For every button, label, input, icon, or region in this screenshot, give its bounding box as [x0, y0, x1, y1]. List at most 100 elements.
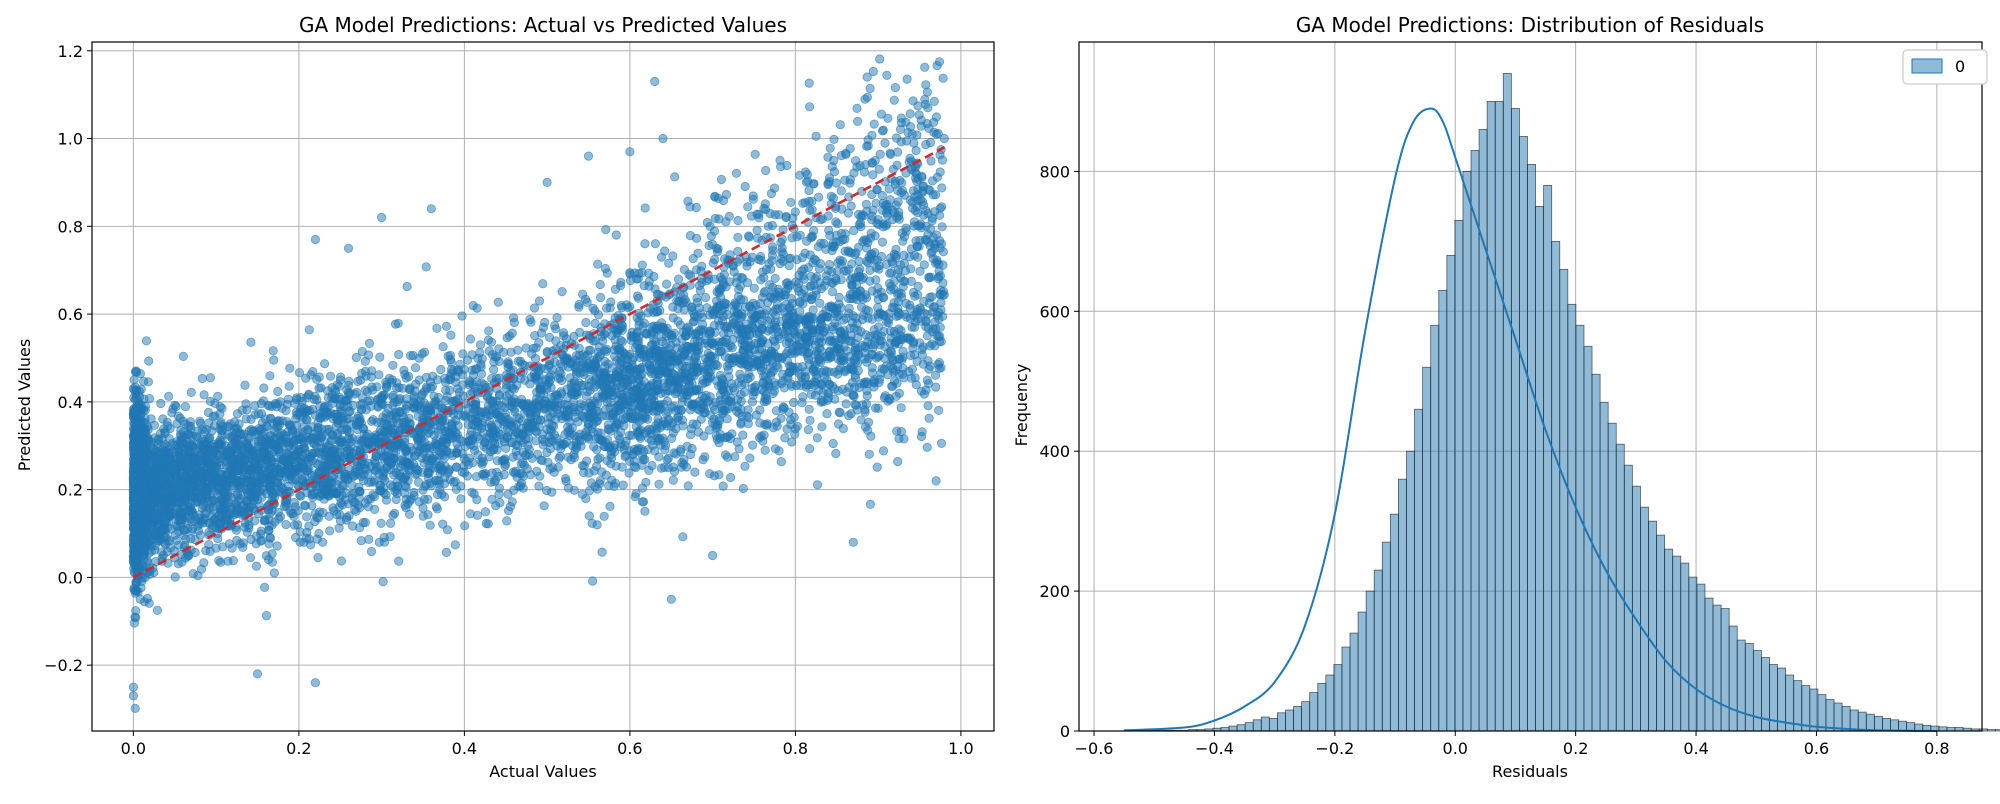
scatter-point: [923, 443, 931, 451]
scatter-point: [259, 428, 267, 436]
scatter-point: [377, 519, 385, 527]
scatter-point: [131, 704, 139, 712]
scatter-point: [349, 401, 357, 409]
scatter-point: [266, 402, 274, 410]
scatter-point: [612, 231, 620, 239]
scatter-point: [290, 498, 298, 506]
scatter-point: [181, 403, 189, 411]
scatter-point: [925, 365, 933, 373]
scatter-point: [296, 528, 304, 536]
scatter-point: [179, 352, 187, 360]
scatter-point: [336, 517, 344, 525]
scatter-point: [163, 442, 171, 450]
scatter-point: [153, 606, 161, 614]
scatter-point: [739, 431, 747, 439]
scatter-point: [775, 447, 783, 455]
scatter-point: [376, 353, 384, 361]
scatter-point: [907, 277, 915, 285]
scatter-point: [562, 477, 570, 485]
scatter-point: [273, 542, 281, 550]
scatter-point: [832, 449, 840, 457]
scatter-point: [274, 387, 282, 395]
scatter-point: [302, 513, 310, 521]
scatter-point: [241, 381, 249, 389]
scatter-point: [617, 278, 625, 286]
scatter-point: [578, 290, 586, 298]
scatter-point: [336, 373, 344, 381]
scatter-point: [913, 357, 921, 365]
scatter-point: [270, 569, 278, 577]
scatter-point: [157, 399, 165, 407]
scatter-point: [266, 372, 274, 380]
scatter-point: [582, 318, 590, 326]
scatter-point: [641, 507, 649, 515]
scatter-point: [216, 558, 224, 566]
scatter-point: [252, 562, 260, 570]
scatter-point: [874, 284, 882, 292]
scatter-point: [447, 331, 455, 339]
scatter-point: [897, 404, 905, 412]
scatter-point: [326, 372, 334, 380]
scatter-point: [662, 280, 670, 288]
scatter-point: [617, 336, 625, 344]
scatter-point: [655, 480, 663, 488]
scatter-point: [813, 434, 821, 442]
scatter-point: [448, 420, 456, 428]
scatter-point: [489, 365, 497, 373]
scatter-point: [389, 361, 397, 369]
scatter-point: [439, 520, 447, 528]
scatter-point: [200, 391, 208, 399]
scatter-point: [405, 510, 413, 518]
scatter-point: [250, 517, 258, 525]
scatter-point: [473, 511, 481, 519]
scatter-point: [352, 353, 360, 361]
scatter-point: [540, 502, 548, 510]
scatter-point: [403, 282, 411, 290]
scatter-point: [171, 573, 179, 581]
scatter-point: [459, 412, 467, 420]
scatter-point: [533, 467, 541, 475]
scatter-point: [142, 337, 150, 345]
scatter-point: [526, 380, 534, 388]
scatter-point: [858, 315, 866, 323]
scatter-point: [459, 381, 467, 389]
scatter-point: [937, 439, 945, 447]
scatter-point: [619, 481, 627, 489]
scatter-point: [917, 432, 925, 440]
scatter-point: [519, 472, 527, 480]
scatter-point: [531, 354, 539, 362]
scatter-point: [669, 463, 677, 471]
scatter-point: [829, 439, 837, 447]
scatter-point: [864, 307, 872, 315]
scatter-point: [473, 495, 481, 503]
scatter-point: [631, 493, 639, 501]
scatter-point: [305, 535, 313, 543]
scatter-point: [320, 360, 328, 368]
scatter-point: [132, 607, 140, 615]
scatter-point: [187, 388, 195, 396]
scatter-point: [686, 431, 694, 439]
scatter-point: [746, 454, 754, 462]
scatter-point: [466, 335, 474, 343]
scatter-point: [861, 342, 869, 350]
scatter-point: [145, 394, 153, 402]
scatter-point: [171, 401, 179, 409]
scatter-point: [561, 430, 569, 438]
scatter-point: [411, 364, 419, 372]
scatter-point: [308, 501, 316, 509]
scatter-point: [530, 304, 538, 312]
scatter-point: [375, 371, 383, 379]
scatter-point: [606, 502, 614, 510]
scatter-point: [857, 416, 865, 424]
scatter-point: [498, 402, 506, 410]
scatter-point: [572, 438, 580, 446]
scatter-point: [286, 364, 294, 372]
scatter-point: [457, 495, 465, 503]
scatter-point: [823, 410, 831, 418]
scatter-point: [442, 548, 450, 556]
scatter-point: [753, 226, 761, 234]
scatter-point: [130, 376, 138, 384]
scatter-point: [861, 406, 869, 414]
scatter-point: [357, 536, 365, 544]
scatter-point: [365, 535, 373, 543]
